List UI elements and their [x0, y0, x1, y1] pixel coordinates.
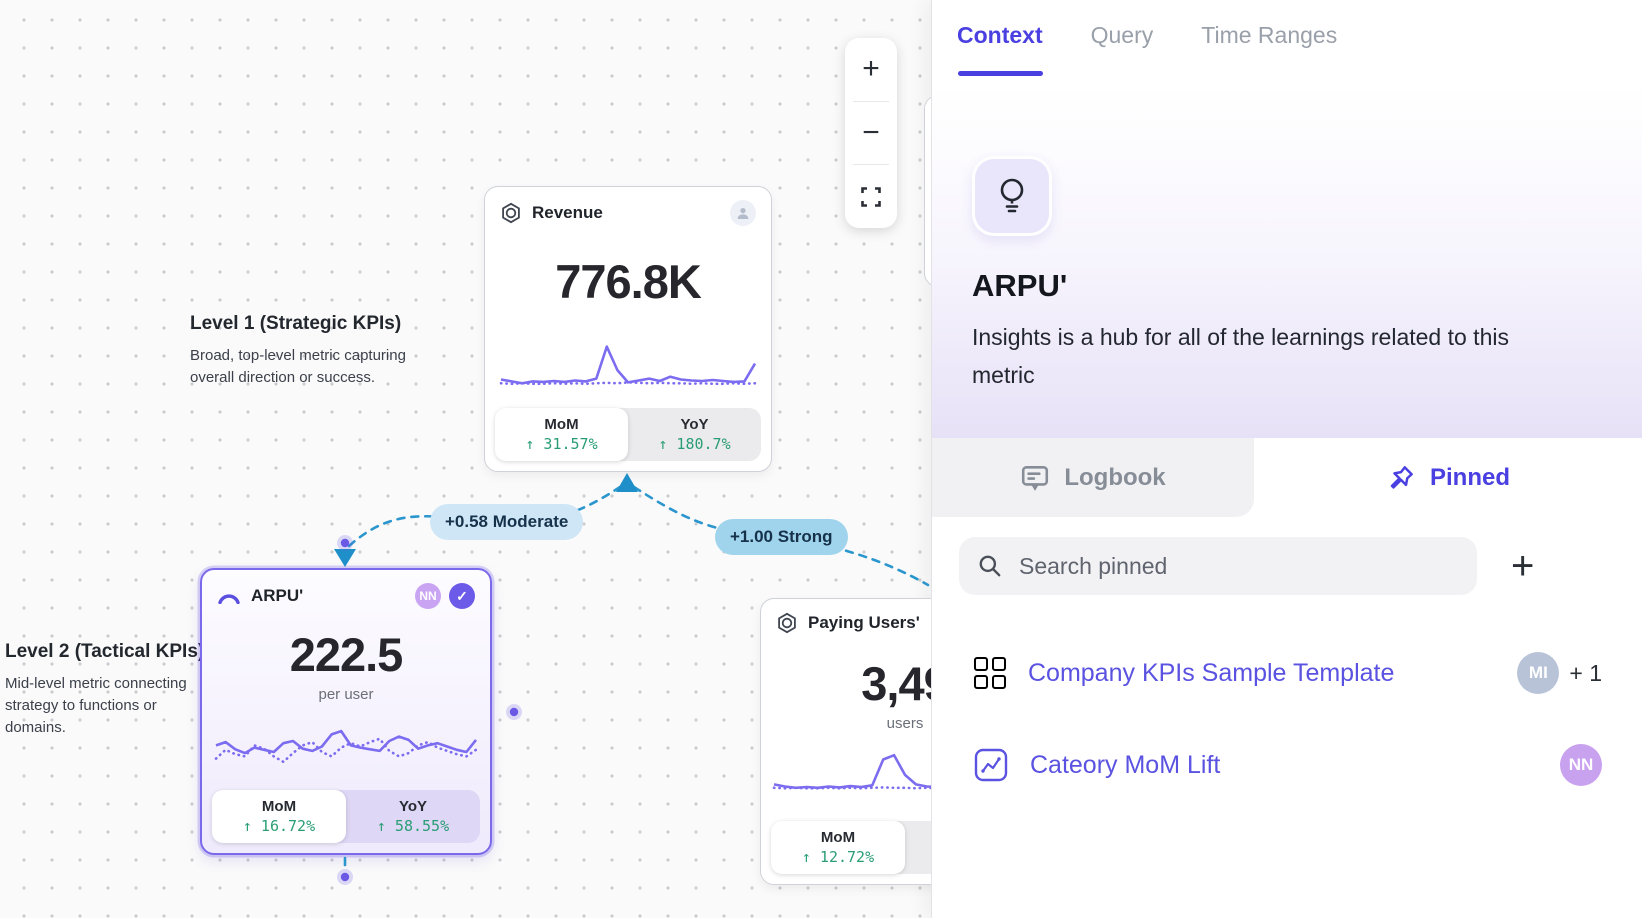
metric-card-revenue[interactable]: Revenue 776.8K MoM ↑ 31.57% YoY ↑ 180.7%	[484, 186, 772, 472]
pinned-item-template[interactable]: Company KPIs Sample Template MI + 1	[974, 645, 1602, 701]
fullscreen-icon	[861, 186, 881, 207]
hub-subtabs: Logbook Pinned	[932, 438, 1642, 517]
metric-value: 776.8K	[555, 255, 702, 308]
metric-name: ARPU'	[972, 268, 1068, 303]
yoy-toggle[interactable]	[905, 821, 931, 874]
owner-avatar[interactable]	[730, 200, 756, 226]
yoy-value: ↑ 180.7%	[658, 435, 731, 453]
pinned-item-chart[interactable]: Cateory MoM Lift NN	[974, 737, 1602, 793]
mom-toggle[interactable]: MoM ↑ 16.72%	[212, 790, 346, 843]
level-2-annotation: Level 2 (Tactical KPIs) Mid-level metric…	[5, 641, 210, 739]
comment-icon	[1022, 465, 1049, 491]
pinned-item-label: Company KPIs Sample Template	[1028, 658, 1395, 687]
search-icon	[979, 555, 1001, 577]
partially-hidden-card[interactable]	[924, 95, 931, 287]
search-pinned-box[interactable]	[959, 537, 1477, 595]
metric-hero: ARPU' Insights is a hub for all of the l…	[932, 84, 1642, 438]
connection-handle[interactable]	[506, 704, 522, 720]
metric-hexagon-icon	[502, 202, 520, 224]
kpi-tree-canvas[interactable]: +0.58 Moderate +1.00 Strong Level 1 (Str…	[0, 0, 931, 918]
level-1-description: Broad, top-level metric capturing overal…	[190, 347, 406, 386]
metric-value: 3,49	[861, 657, 931, 710]
avatar-nn[interactable]: NN	[415, 583, 441, 609]
insight-icon-tile	[972, 156, 1052, 236]
sparkline-chart	[772, 753, 931, 790]
tab-query[interactable]: Query	[1090, 22, 1154, 48]
tab-pinned-label: Pinned	[1429, 463, 1510, 491]
canvas-zoom-toolbar: + −	[845, 38, 897, 228]
chart-icon	[974, 748, 1008, 782]
yoy-toggle[interactable]: YoY ↑ 58.55%	[346, 790, 480, 843]
pinned-item-label: Cateory MoM Lift	[1030, 750, 1221, 779]
level-2-description: Mid-level metric connecting strategy to …	[5, 675, 187, 736]
extra-collaborators: + 1	[1569, 659, 1602, 686]
fit-view-button[interactable]	[845, 165, 897, 228]
mom-label: MoM	[820, 829, 856, 846]
tab-context[interactable]: Context	[957, 22, 1043, 84]
person-icon	[737, 208, 749, 219]
add-pinned-button[interactable]: +	[1511, 544, 1535, 588]
mom-value: ↑ 16.72%	[242, 817, 316, 835]
tab-logbook[interactable]: Logbook	[932, 438, 1254, 517]
metric-card-arpu[interactable]: ARPU' NN ✓ 222.5 per user MoM ↑ 16.72% Y…	[200, 568, 492, 855]
metric-value: 222.5	[289, 628, 404, 681]
tab-time-ranges[interactable]: Time Ranges	[1201, 22, 1338, 48]
mom-value: ↑ 31.57%	[525, 435, 598, 453]
comparison-footer: MoM ↑ 31.57% YoY ↑ 180.7%	[495, 408, 761, 461]
sparkline-chart	[214, 729, 478, 764]
template-grid-icon	[974, 657, 1006, 689]
verified-check-icon[interactable]: ✓	[449, 583, 475, 609]
metric-unit: per user	[318, 686, 374, 703]
yoy-toggle[interactable]: YoY ↑ 180.7%	[628, 408, 761, 461]
tab-context-label: Context	[957, 22, 1043, 48]
avatar-nn[interactable]: NN	[1560, 744, 1602, 786]
mom-value: ↑ 12.72%	[801, 848, 875, 866]
zoom-out-button[interactable]: −	[845, 102, 897, 165]
search-pinned-input[interactable]	[1017, 551, 1459, 581]
panel-tab-bar: Context Query Time Ranges	[932, 0, 1642, 84]
metric-card-title: Paying Users'	[808, 613, 920, 632]
metric-card-title: Revenue	[532, 203, 603, 222]
divider	[853, 164, 889, 166]
avatar-mi[interactable]: MI	[1517, 652, 1560, 694]
level-2-title: Level 2 (Tactical KPIs)	[5, 641, 205, 662]
mom-label: MoM	[261, 798, 297, 815]
yoy-label: YoY	[398, 798, 428, 815]
yoy-value: ↑ 58.55%	[376, 817, 450, 835]
divider	[853, 100, 889, 102]
tab-logbook-label: Logbook	[1064, 463, 1166, 491]
metric-hexagon-icon	[778, 612, 796, 634]
metric-card-paying-users[interactable]: Paying Users' 3,49 users MoM ↑ 12.72%	[760, 598, 931, 885]
arrowhead-down-icon	[334, 549, 356, 567]
correlation-label-strong[interactable]: +1.00 Strong	[715, 519, 848, 555]
sparkline-chart	[499, 345, 757, 386]
metric-arc-icon	[218, 593, 240, 604]
connection-handle[interactable]	[337, 869, 353, 885]
details-panel: Context Query Time Ranges ARPU' Insights…	[931, 0, 1642, 918]
active-tab-underline	[958, 71, 1043, 76]
pinned-search-row: +	[959, 537, 1642, 595]
comparison-footer: MoM ↑ 16.72% YoY ↑ 58.55%	[212, 790, 480, 843]
metric-description: Insights is a hub for all of the learnin…	[972, 324, 1509, 388]
arrowhead-up-icon	[616, 473, 638, 492]
tab-pinned[interactable]: Pinned	[1254, 438, 1642, 517]
mom-label: MoM	[544, 416, 579, 433]
metric-unit: users	[886, 715, 924, 732]
comparison-footer: MoM ↑ 12.72%	[771, 821, 931, 874]
correlation-label-moderate[interactable]: +0.58 Moderate	[430, 504, 584, 540]
zoom-in-button[interactable]: +	[845, 38, 897, 101]
yoy-label: YoY	[680, 416, 709, 433]
level-1-title: Level 1 (Strategic KPIs)	[190, 313, 402, 334]
mom-toggle[interactable]: MoM ↑ 31.57%	[495, 408, 628, 461]
connection-handle[interactable]	[337, 535, 353, 551]
lightbulb-icon	[1000, 178, 1024, 213]
pin-icon	[1390, 465, 1413, 489]
level-1-annotation: Level 1 (Strategic KPIs) Broad, top-leve…	[190, 313, 430, 389]
mom-toggle[interactable]: MoM ↑ 12.72%	[771, 821, 905, 874]
metric-card-title: ARPU'	[251, 586, 304, 605]
